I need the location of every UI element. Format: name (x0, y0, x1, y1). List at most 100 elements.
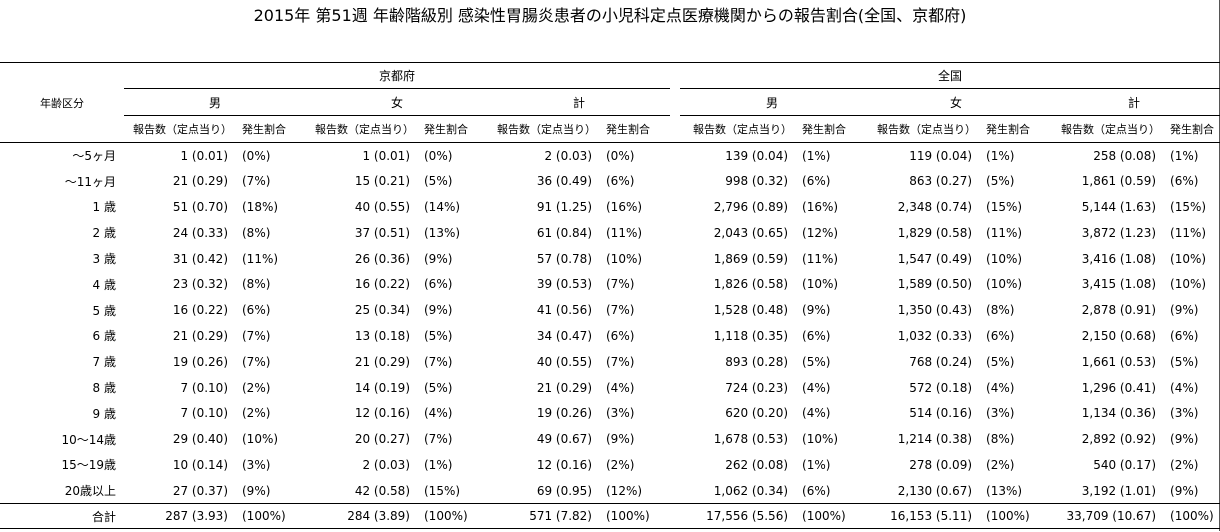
rate-cell: (15%) (424, 483, 461, 498)
table-row: 4 歳 23 (0.32) (8%) 16 (0.22) (6%) 39 (0.53… (0, 271, 1220, 297)
rate-cell: (6%) (606, 174, 635, 189)
rate-cell: (3%) (606, 406, 635, 421)
count-cell: 1,661 (0.53) (1081, 354, 1157, 369)
count-cell: 5,144 (1.63) (1081, 199, 1157, 214)
count-cell: 31 (0.42) (172, 251, 228, 266)
rate-cell: (12%) (606, 483, 643, 498)
rate-cell: (5%) (424, 328, 453, 343)
sub-header-count: 報告数（定点当り） (1048, 115, 1169, 143)
count-cell: 1,861 (0.59) (1081, 174, 1157, 189)
gap-cell (670, 220, 680, 246)
count-cell: 19 (0.26) (172, 354, 228, 369)
rate-cell: (2%) (1170, 457, 1199, 472)
count-cell: 3,416 (1.08) (1081, 251, 1157, 266)
rate-cell: (7%) (424, 354, 453, 369)
count-cell: 2,878 (0.91) (1081, 303, 1157, 318)
count-cell: 12 (0.16) (536, 457, 592, 472)
count-cell: 24 (0.33) (172, 225, 228, 240)
rate-cell: (9%) (1170, 303, 1199, 318)
count-cell: 540 (0.17) (1093, 457, 1157, 472)
table-row: 7 歳 19 (0.26) (7%) 21 (0.29) (7%) 40 (0.55… (0, 349, 1220, 375)
count-cell: 3,872 (1.23) (1081, 225, 1157, 240)
age-cell: 5 歳 (92, 303, 116, 318)
header-row-sub: 報告数（定点当り） 発生割合 報告数（定点当り） 発生割合 報告数（定点当り） … (0, 115, 1220, 143)
count-cell: 17,556 (5.56) (680, 503, 801, 530)
rate-cell: (10%) (1170, 251, 1207, 266)
age-cell: 10～14歳 (61, 432, 116, 447)
age-cell: 7 歳 (92, 355, 116, 370)
gap-cell (670, 143, 680, 169)
report-table: 年齢区分 京都府 全国 男 女 計 男 女 計 報告数（定点当り） 発生割合 報… (0, 62, 1220, 530)
count-cell: 2,150 (0.68) (1081, 328, 1157, 343)
table-row: 8 歳 7 (0.10) (2%) 14 (0.19) (5%) 21 (0.29)… (0, 375, 1220, 401)
gap-cell (670, 194, 680, 220)
sub-header-rate: 発生割合 (422, 115, 488, 143)
count-cell: 2 (0.03) (362, 457, 410, 472)
gap-cell (670, 400, 680, 426)
rate-cell: (7%) (424, 432, 453, 447)
rate-cell: (8%) (986, 303, 1015, 318)
count-cell: 3,192 (1.01) (1081, 483, 1157, 498)
header-row-region: 年齢区分 京都府 全国 (0, 62, 1220, 143)
count-cell: 1,214 (0.38) (897, 432, 973, 447)
rate-cell: (6%) (1170, 174, 1199, 189)
count-cell: 284 (3.89) (306, 503, 422, 530)
count-cell: 21 (0.29) (172, 328, 228, 343)
region-header-kyoto: 京都府 (124, 62, 671, 89)
rate-cell: (2%) (242, 380, 271, 395)
rate-cell: (100%) (800, 503, 865, 530)
rate-cell: (10%) (606, 251, 643, 266)
count-cell: 21 (0.29) (536, 380, 592, 395)
count-cell: 26 (0.36) (354, 251, 410, 266)
gap-cell (670, 503, 681, 530)
rate-cell: (10%) (986, 277, 1023, 292)
gap-cell (670, 349, 680, 375)
table-body: ～5ヶ月 1 (0.01) (0%) 1 (0.01) (0%) 2 (0.03) (… (0, 143, 1220, 530)
count-cell: 1,528 (0.48) (713, 303, 789, 318)
rate-cell: (4%) (802, 406, 831, 421)
count-cell: 27 (0.37) (172, 483, 228, 498)
rate-cell: (9%) (424, 303, 453, 318)
count-cell: 36 (0.49) (536, 174, 592, 189)
rate-cell: (8%) (242, 277, 271, 292)
count-cell: 7 (0.10) (180, 380, 228, 395)
sub-header-rate: 発生割合 (604, 115, 671, 143)
rate-cell: (10%) (1170, 277, 1207, 292)
rate-cell: (100%) (1168, 503, 1220, 530)
age-cell: 2 歳 (92, 226, 116, 241)
rate-cell: (18%) (242, 199, 279, 214)
table-row: ～5ヶ月 1 (0.01) (0%) 1 (0.01) (0%) 2 (0.03) (… (0, 143, 1220, 169)
count-cell: 14 (0.19) (354, 380, 410, 395)
count-cell: 39 (0.53) (536, 277, 592, 292)
rate-cell: (15%) (1170, 199, 1207, 214)
count-cell: 1,589 (0.50) (897, 277, 973, 292)
table-row: 10～14歳 29 (0.40) (10%) 20 (0.27) (7%) 49 (… (0, 426, 1220, 452)
age-cell: 1 歳 (92, 200, 116, 215)
age-cell: ～5ヶ月 (72, 149, 116, 164)
rate-cell: (9%) (242, 483, 271, 498)
count-cell: 42 (0.58) (354, 483, 410, 498)
count-cell: 40 (0.55) (354, 199, 410, 214)
count-cell: 1,062 (0.34) (713, 483, 789, 498)
rate-cell: (4%) (986, 380, 1015, 395)
rate-cell: (8%) (986, 432, 1015, 447)
rate-cell: (11%) (606, 225, 643, 240)
rate-cell: (10%) (986, 251, 1023, 266)
rate-cell: (2%) (606, 457, 635, 472)
count-cell: 1 (0.01) (362, 148, 410, 163)
rate-cell: (16%) (606, 199, 643, 214)
rate-cell: (100%) (240, 503, 306, 530)
sub-header-rate: 発生割合 (800, 115, 865, 143)
rate-cell: (10%) (802, 432, 839, 447)
count-cell: 37 (0.51) (354, 225, 410, 240)
count-cell: 49 (0.67) (536, 432, 592, 447)
age-cell: 20歳以上 (64, 484, 116, 498)
count-cell: 2,130 (0.67) (897, 483, 973, 498)
table-row: ～11ヶ月 21 (0.29) (7%) 15 (0.21) (5%) 36 (0.… (0, 168, 1220, 194)
rate-cell: (11%) (986, 225, 1023, 240)
rate-cell: (4%) (424, 406, 453, 421)
age-cell: 9 歳 (92, 406, 116, 421)
rate-cell: (7%) (242, 174, 271, 189)
rate-cell: (1%) (424, 457, 453, 472)
count-cell: 16 (0.22) (172, 303, 228, 318)
